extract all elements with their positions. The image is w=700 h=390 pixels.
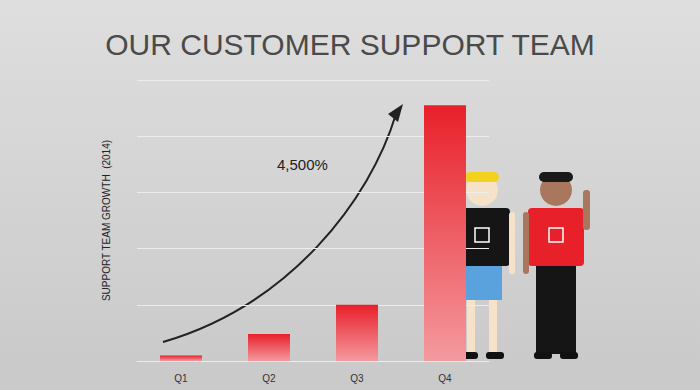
svg-text:Q3: Q3 xyxy=(350,373,364,384)
svg-text:SUPPORT TEAM GROWTH (2014): SUPPORT TEAM GROWTH (2014) xyxy=(101,140,112,301)
svg-text:Q4: Q4 xyxy=(438,373,452,384)
svg-text:Q2: Q2 xyxy=(262,373,276,384)
svg-text:OUR CUSTOMER SUPPORT TEAM: OUR CUSTOMER SUPPORT TEAM xyxy=(105,28,595,61)
svg-text:Q1: Q1 xyxy=(174,373,188,384)
svg-text:4,500%: 4,500% xyxy=(277,156,328,173)
